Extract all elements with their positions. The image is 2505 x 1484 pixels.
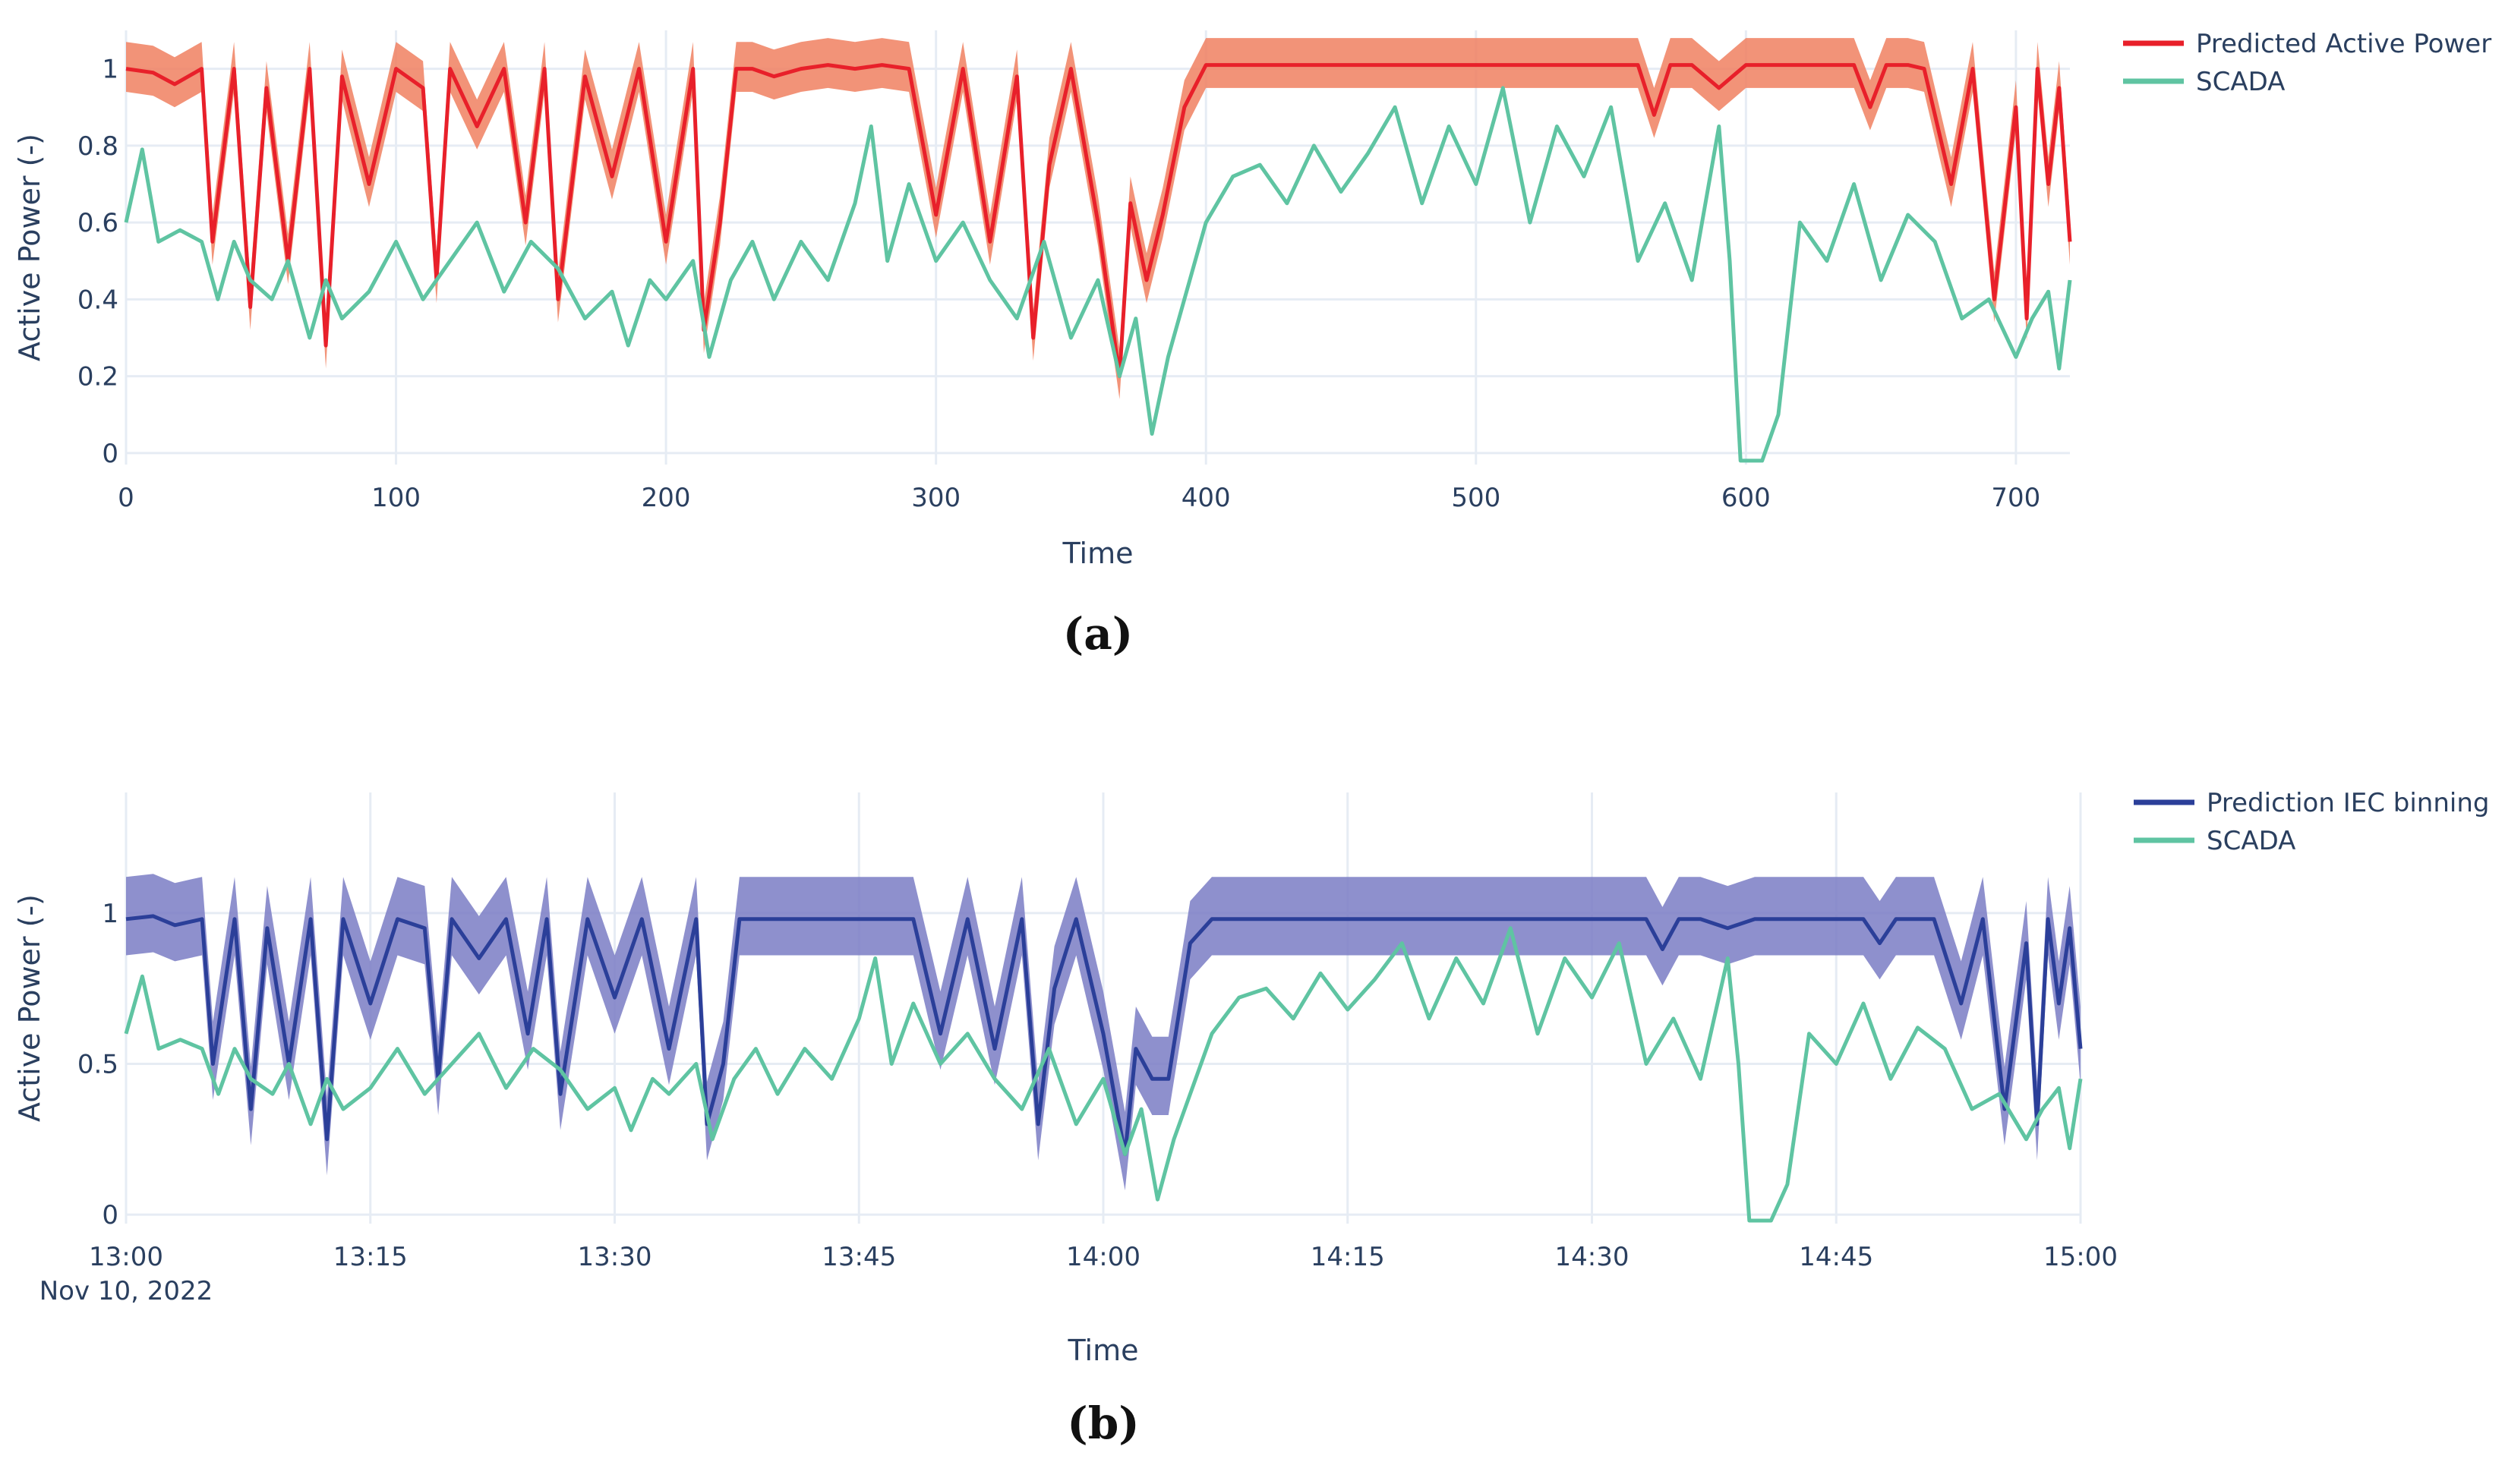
x-tick-label: 13:30 — [578, 1242, 652, 1272]
y-tick-label: 0 — [102, 439, 118, 469]
y-tick-label: 0.6 — [77, 208, 118, 238]
y-tick-label: 0.4 — [77, 285, 118, 315]
legend-label: Predicted Active Power — [2196, 29, 2491, 59]
x-tick-label: 13:00 — [89, 1242, 163, 1272]
x-tick-label: 14:15 — [1311, 1242, 1385, 1272]
x-date-label: Nov 10, 2022 — [39, 1276, 213, 1306]
x-tick-label: 14:30 — [1555, 1242, 1630, 1272]
y-tick-label: 0.5 — [77, 1049, 118, 1079]
legend-label: SCADA — [2196, 67, 2285, 97]
y-axis-title: Active Power (-) — [13, 894, 46, 1122]
chart-a: 0 100 200 300 400 500 600 700 0 0.2 0.4 0.6 0.8 1 Time… — [13, 29, 2491, 660]
y-tick-label: 1 — [102, 899, 118, 929]
x-tick-label: 14:45 — [1799, 1242, 1873, 1272]
x-axis-title: Time — [1062, 537, 1134, 570]
x-tick-label: 0 — [118, 483, 134, 513]
x-tick-label: 100 — [371, 483, 421, 513]
x-tick-label: 600 — [1721, 483, 1771, 513]
series-line-scada — [124, 86, 2072, 463]
panel-caption: (a) — [1063, 608, 1133, 660]
x-tick-label: 300 — [911, 483, 961, 513]
chart-b: 13:00 13:15 13:30 13:45 14:00 14:15 14:30 14:45… — [13, 788, 2489, 1449]
y-tick-label: 0.2 — [77, 362, 118, 392]
x-tick-label: 700 — [1991, 483, 2040, 513]
legend-label: SCADA — [2207, 826, 2295, 856]
y-tick-label: 0.8 — [77, 131, 118, 162]
legend-label: Prediction IEC binning — [2207, 788, 2489, 818]
series-line-prediction-iec-binning — [125, 914, 2083, 1157]
y-tick-label: 0 — [102, 1200, 118, 1230]
series-line-predicted-active-power — [125, 63, 2072, 379]
x-tick-label: 500 — [1451, 483, 1500, 513]
x-tick-label: 200 — [642, 483, 691, 513]
y-tick-label: 1 — [102, 55, 118, 85]
x-tick-label: 400 — [1182, 483, 1231, 513]
x-axis-title: Time — [1068, 1334, 1139, 1367]
y-axis-title: Active Power (-) — [13, 134, 46, 361]
x-tick-label: 13:15 — [333, 1242, 408, 1272]
x-tick-label: 14:00 — [1066, 1242, 1141, 1272]
series-line-scada — [124, 926, 2083, 1223]
panel-caption: (b) — [1067, 1397, 1139, 1449]
x-tick-label: 13:45 — [822, 1242, 896, 1272]
x-tick-label: 15:00 — [2043, 1242, 2118, 1272]
